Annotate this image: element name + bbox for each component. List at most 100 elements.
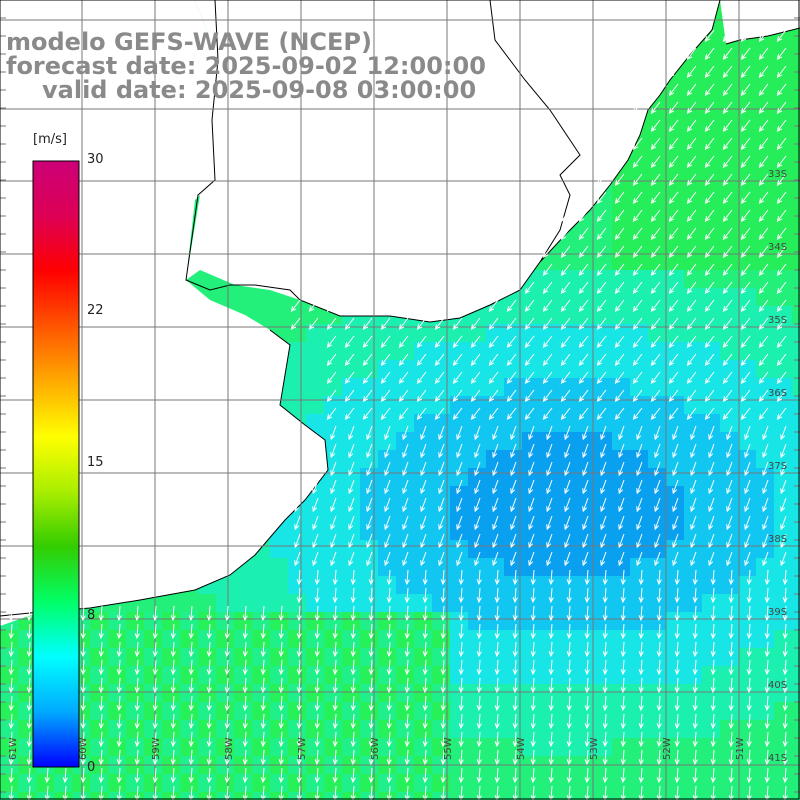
wind-arrow [380,299,391,312]
field-cell [792,90,800,108]
field-cell [612,612,630,630]
wind-arrow [710,713,716,730]
wind-arrow [26,659,32,676]
wind-arrow [510,479,517,495]
wind-arrow [776,281,787,294]
field-cell [216,576,234,594]
field-cell [684,414,702,432]
wind-arrow [710,749,716,766]
field-cell [126,612,144,630]
wind-arrow [326,335,337,348]
wind-arrow [134,659,140,676]
wind-arrow [242,695,248,712]
wind-arrow [434,407,445,420]
wind-arrow [8,659,14,676]
wind-arrow [650,263,661,276]
wind-arrow [618,515,625,531]
lon-label: 52W [662,737,673,760]
wind-arrow [636,443,643,459]
field-cell [324,738,342,756]
field-cell [234,612,252,630]
wind-arrow [584,569,590,586]
field-cell [630,666,648,684]
field-cell [324,486,342,504]
field-cell [126,738,144,756]
wind-arrow [296,659,302,676]
field-cell [324,504,342,522]
wind-arrow [458,623,464,640]
wind-arrows [8,29,788,800]
wind-arrow [380,317,391,330]
wind-arrow [350,641,356,658]
wind-arrow [758,191,769,204]
field-cell [540,648,558,666]
field-cell [324,702,342,720]
field-cell [126,666,144,684]
wind-arrow [782,587,788,604]
wind-arrow [672,551,679,567]
field-cell [504,576,522,594]
field-cell [270,774,288,792]
field-cell [378,738,396,756]
wind-arrow [474,443,481,459]
wind-arrow [764,731,770,748]
field-cell [684,630,702,648]
field-cell [432,486,450,504]
field-cell [306,504,324,522]
wind-arrow [744,533,751,549]
wind-arrow [402,443,409,459]
field-cell [486,594,504,612]
field-cell [630,432,648,450]
wind-arrow [98,623,104,640]
wind-arrow [710,677,716,694]
field-cell [792,522,800,540]
wind-arrow [488,389,499,402]
wind-arrow [782,785,788,800]
field-cell [414,450,432,468]
field-cell [414,720,432,738]
wind-arrow [170,623,176,640]
wind-arrow [602,731,608,748]
wind-arrow [726,443,733,459]
field-cell [414,558,432,576]
wind-arrow [542,281,553,294]
field-cell [648,540,666,558]
field-cell [90,648,108,666]
wind-arrow [188,659,194,676]
field-cell [504,486,522,504]
wind-arrow [488,335,499,348]
wind-arrow [80,605,86,622]
wind-arrow [566,749,572,766]
field-cell [360,612,378,630]
wind-arrow [542,317,553,330]
wind-arrow [728,785,734,800]
wind-arrow [488,299,499,312]
wind-arrow [404,659,410,676]
wind-arrow [314,659,320,676]
field-cell [324,576,342,594]
field-cell [594,558,612,576]
wind-arrow [242,677,248,694]
wind-arrow [528,461,535,477]
wind-arrow [764,605,770,622]
wind-arrow [420,551,427,567]
colorbar-tick-22: 22 [87,303,104,318]
field-cell [126,720,144,738]
wind-arrow [740,83,751,96]
field-cell [774,540,792,558]
wind-arrow [596,407,607,420]
field-cell [450,594,468,612]
wind-arrow [242,785,248,800]
wind-arrow [350,713,356,730]
field-cell [756,576,774,594]
field-cell [342,558,360,576]
field-cell [576,774,594,792]
wind-arrow [548,731,554,748]
wind-arrow [584,641,590,658]
wind-arrow [618,551,625,567]
wind-arrow [758,173,769,186]
wind-arrow [206,677,212,694]
field-cell [774,522,792,540]
field-cell [540,504,558,522]
